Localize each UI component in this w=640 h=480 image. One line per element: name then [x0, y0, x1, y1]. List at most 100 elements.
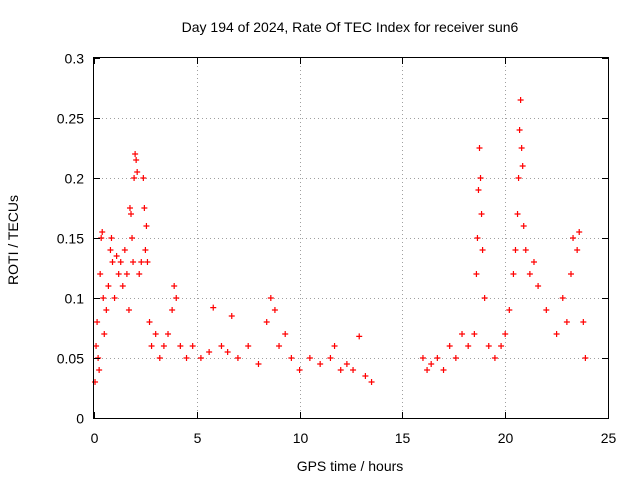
data-point: [465, 343, 472, 349]
data-point: [92, 379, 99, 385]
data-point: [126, 205, 133, 211]
data-point: [96, 367, 103, 373]
data-point: [327, 355, 334, 361]
data-point: [160, 343, 167, 349]
y-tick-label: 0.15: [57, 231, 84, 247]
data-point: [446, 343, 453, 349]
y-tick-label: 0.05: [57, 351, 84, 367]
data-point: [234, 355, 241, 361]
data-point: [519, 163, 526, 169]
data-point: [94, 319, 101, 325]
data-point: [570, 235, 577, 241]
data-point: [471, 331, 478, 337]
data-point: [559, 295, 566, 301]
data-point: [271, 307, 278, 313]
data-point: [183, 355, 190, 361]
data-point: [485, 343, 492, 349]
y-tick-label: 0.1: [65, 291, 85, 307]
data-point: [526, 271, 533, 277]
data-point: [101, 331, 108, 337]
data-point: [498, 343, 505, 349]
data-point: [350, 367, 357, 373]
data-point: [125, 307, 132, 313]
data-point: [474, 235, 481, 241]
data-point: [343, 361, 350, 367]
data-point: [306, 355, 313, 361]
data-point: [173, 295, 180, 301]
data-point: [267, 295, 274, 301]
data-point: [317, 361, 324, 367]
data-point: [580, 319, 587, 325]
data-point: [574, 247, 581, 253]
x-tick-label: 15: [395, 430, 411, 446]
data-point: [143, 223, 150, 229]
data-point: [123, 271, 130, 277]
axis-ticks: [94, 58, 609, 419]
data-point: [141, 205, 148, 211]
data-point: [331, 343, 338, 349]
data-point: [128, 211, 135, 217]
data-point: [535, 283, 542, 289]
data-point: [105, 283, 112, 289]
data-point: [218, 343, 225, 349]
data-point: [296, 367, 303, 373]
data-point: [337, 367, 344, 373]
data-point: [362, 373, 369, 379]
y-tick-label: 0.3: [65, 51, 85, 67]
data-point: [478, 211, 485, 217]
data-point: [113, 253, 120, 259]
data-point: [512, 247, 519, 253]
data-point: [140, 175, 147, 181]
grid-lines: [94, 58, 608, 418]
data-point: [109, 259, 116, 265]
y-tick-label: 0.2: [65, 171, 85, 187]
data-point: [473, 271, 480, 277]
data-point: [132, 151, 139, 157]
data-point: [510, 271, 517, 277]
data-point: [459, 331, 466, 337]
data-point: [146, 319, 153, 325]
data-point: [516, 127, 523, 133]
data-point: [136, 271, 143, 277]
data-point: [197, 355, 204, 361]
data-point: [97, 271, 104, 277]
data-point: [530, 259, 537, 265]
data-point: [263, 319, 270, 325]
data-point: [288, 355, 295, 361]
data-point: [245, 343, 252, 349]
data-point: [134, 169, 141, 175]
data-point: [156, 355, 163, 361]
data-point: [144, 259, 151, 265]
data-point: [522, 247, 529, 253]
data-point: [115, 271, 122, 277]
data-point: [424, 367, 431, 373]
y-axis-label: ROTI / TECUs: [5, 195, 21, 285]
data-point: [567, 271, 574, 277]
data-points: [92, 97, 589, 385]
data-point: [477, 175, 484, 181]
data-point: [210, 304, 217, 311]
x-tick-label: 10: [293, 430, 309, 446]
data-point: [475, 187, 482, 193]
data-point: [481, 295, 488, 301]
data-point: [142, 247, 149, 253]
data-point: [129, 235, 136, 241]
chart-title: Day 194 of 2024, Rate Of TEC Index for r…: [182, 19, 519, 35]
data-point: [103, 307, 110, 313]
y-tick-label: 0.25: [57, 111, 84, 127]
data-point: [576, 229, 583, 235]
data-point: [517, 97, 524, 103]
data-point: [177, 343, 184, 349]
data-point: [165, 331, 172, 337]
x-tick-label: 5: [194, 430, 202, 446]
x-tick-label: 25: [601, 430, 617, 446]
data-point: [93, 343, 100, 349]
data-point: [108, 235, 115, 241]
data-point: [491, 355, 498, 361]
data-point: [506, 307, 513, 313]
data-point: [368, 379, 375, 385]
data-point: [224, 349, 231, 355]
data-point: [452, 355, 459, 361]
data-point: [99, 229, 106, 235]
